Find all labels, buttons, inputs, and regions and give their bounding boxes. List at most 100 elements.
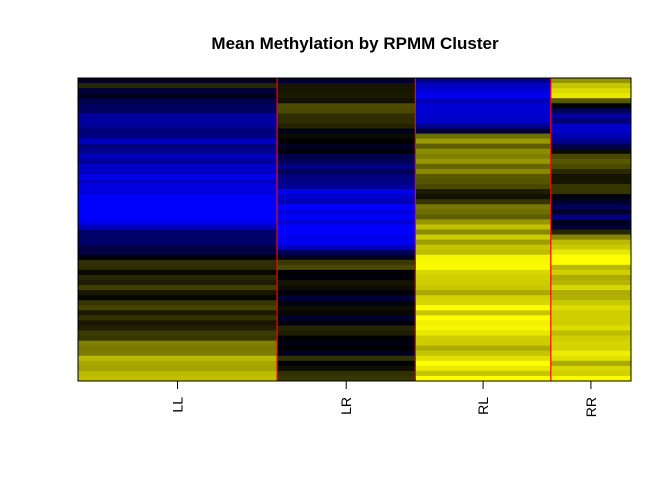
heatmap-cell-lr-58 — [277, 370, 416, 377]
heatmap-cell-rl-2 — [415, 88, 551, 94]
heatmap-cell-rr-43 — [550, 295, 631, 301]
heatmap-cell-rl-31 — [415, 234, 551, 240]
heatmap-cell-rr-2 — [550, 88, 631, 94]
heatmap-cell-lr-16 — [277, 158, 416, 165]
heatmap-cell-ll-11 — [78, 133, 278, 139]
heatmap-cell-ll-56 — [78, 360, 278, 367]
heatmap-cell-ll-46 — [78, 310, 278, 316]
heatmap-cell-ll-41 — [78, 285, 278, 291]
heatmap-cell-rr-8 — [550, 118, 631, 124]
heatmap-cell-lr-17 — [277, 163, 416, 170]
heatmap-cell-ll-31 — [78, 234, 278, 240]
heatmap-cell-rr-14 — [550, 148, 631, 155]
heatmap-cell-rr-36 — [550, 259, 631, 266]
heatmap-cell-rr-41 — [550, 285, 631, 291]
heatmap-cell-rr-0 — [550, 78, 631, 84]
heatmap-cell-rl-21 — [415, 184, 551, 190]
heatmap-cell-lr-55 — [277, 355, 416, 362]
heatmap-cell-rl-36 — [415, 259, 551, 266]
plot-frame — [77, 77, 632, 382]
heatmap-cell-lr-18 — [277, 168, 416, 175]
heatmap-cell-ll-3 — [78, 93, 278, 99]
heatmap-cell-rr-26 — [550, 209, 631, 215]
heatmap-cell-rr-17 — [550, 163, 631, 170]
heatmap-cell-rr-20 — [550, 179, 631, 185]
heatmap-cell-rl-17 — [415, 163, 551, 170]
heatmap-cell-rl-13 — [415, 143, 551, 150]
heatmap-cell-rl-22 — [415, 189, 551, 195]
heatmap-cell-rl-59 — [415, 375, 551, 382]
heatmap-cell-rr-58 — [550, 370, 631, 377]
heatmap-cell-rr-21 — [550, 184, 631, 190]
heatmap-cell-lr-46 — [277, 310, 416, 316]
heatmap-cell-lr-43 — [277, 295, 416, 301]
heatmap-cell-lr-25 — [277, 204, 416, 210]
heatmap-cell-lr-44 — [277, 300, 416, 306]
heatmap-cell-rr-59 — [550, 375, 631, 382]
heatmap-cell-rr-9 — [550, 123, 631, 129]
heatmap-cell-rl-34 — [415, 249, 551, 256]
heatmap-cell-ll-4 — [78, 98, 278, 104]
heatmap-cell-rr-54 — [550, 350, 631, 357]
heatmap-cell-lr-53 — [277, 345, 416, 352]
heatmap-cell-ll-36 — [78, 259, 278, 266]
heatmap-cell-rr-51 — [550, 335, 631, 341]
heatmap-cell-ll-6 — [78, 108, 278, 114]
heatmap-cell-rl-5 — [415, 103, 551, 109]
heatmap-cell-rl-18 — [415, 168, 551, 175]
heatmap-cell-lr-19 — [277, 173, 416, 180]
heatmap-cell-rr-23 — [550, 194, 631, 200]
heatmap-cell-ll-42 — [78, 290, 278, 296]
heatmap-cell-rr-16 — [550, 158, 631, 165]
heatmap-cell-rr-22 — [550, 189, 631, 195]
heatmap-cell-rr-12 — [550, 138, 631, 145]
heatmap-cell-lr-59 — [277, 375, 416, 382]
heatmap-cell-rl-19 — [415, 173, 551, 180]
heatmap-cell-rl-43 — [415, 295, 551, 301]
heatmap-cell-rr-47 — [550, 315, 631, 321]
heatmap-cell-rl-54 — [415, 350, 551, 357]
heatmap-cell-ll-38 — [78, 269, 278, 276]
heatmap-cell-rl-15 — [415, 153, 551, 160]
heatmap-cell-ll-55 — [78, 355, 278, 362]
heatmap-cell-rl-27 — [415, 214, 551, 220]
heatmap-cell-rr-48 — [550, 320, 631, 326]
heatmap-cell-ll-5 — [78, 103, 278, 109]
heatmap-cell-lr-5 — [277, 103, 416, 109]
heatmap-cell-ll-50 — [78, 330, 278, 336]
heatmap-cell-rl-20 — [415, 179, 551, 185]
heatmap-cell-lr-15 — [277, 153, 416, 160]
heatmap-cell-lr-33 — [277, 244, 416, 251]
heatmap-cell-rl-7 — [415, 113, 551, 119]
heatmap-cell-rr-46 — [550, 310, 631, 316]
heatmap-cell-lr-30 — [277, 229, 416, 235]
heatmap-cell-rl-12 — [415, 138, 551, 145]
heatmap-cell-ll-48 — [78, 320, 278, 326]
heatmap-cell-ll-29 — [78, 224, 278, 230]
heatmap-cell-rr-1 — [550, 83, 631, 89]
heatmap-cell-lr-57 — [277, 365, 416, 372]
heatmap-cell-ll-30 — [78, 229, 278, 235]
heatmap-cell-lr-23 — [277, 194, 416, 200]
heatmap-cell-ll-25 — [78, 204, 278, 210]
heatmap-cell-rr-34 — [550, 249, 631, 256]
heatmap-cell-rr-55 — [550, 355, 631, 362]
heatmap-cell-rr-32 — [550, 239, 631, 246]
heatmap-cell-ll-13 — [78, 143, 278, 150]
heatmap-cell-rr-18 — [550, 168, 631, 175]
heatmap-cell-rr-50 — [550, 330, 631, 336]
heatmap-cell-ll-45 — [78, 305, 278, 311]
heatmap-cell-ll-34 — [78, 249, 278, 256]
heatmap-cell-lr-8 — [277, 118, 416, 124]
heatmap-cell-rr-56 — [550, 360, 631, 367]
heatmap-cell-lr-54 — [277, 350, 416, 357]
heatmap-cell-rl-42 — [415, 290, 551, 296]
heatmap-cell-rl-9 — [415, 123, 551, 129]
heatmap-cell-rl-25 — [415, 204, 551, 210]
heatmap-cell-ll-22 — [78, 189, 278, 195]
heatmap-cell-rr-10 — [550, 128, 631, 134]
heatmap-cell-ll-39 — [78, 274, 278, 281]
x-tick-label-rl: RL — [475, 397, 491, 415]
heatmap-cell-ll-40 — [78, 280, 278, 286]
